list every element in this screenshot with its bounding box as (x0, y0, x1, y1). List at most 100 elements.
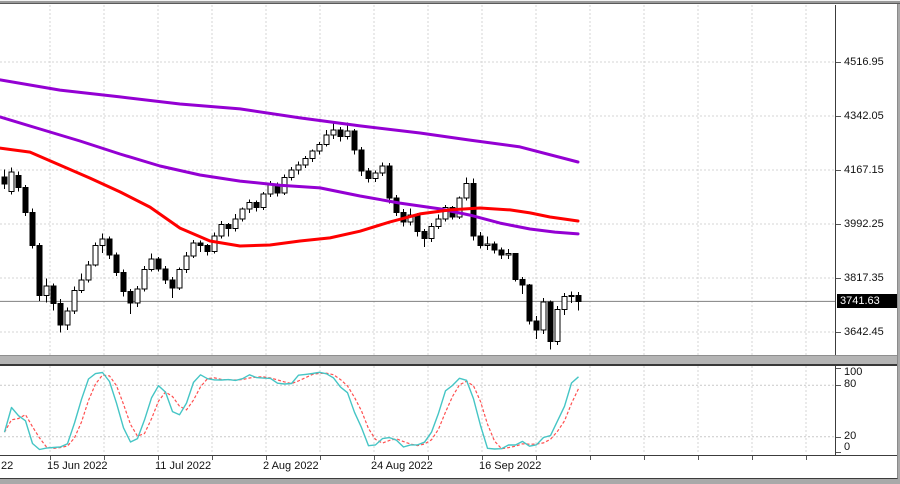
time-axis-tick (482, 456, 483, 460)
oscillator-axis-tick (836, 385, 841, 386)
bull-candle (435, 218, 442, 228)
bear-candle (498, 249, 505, 256)
bull-candle (64, 310, 71, 326)
bear-candle (15, 174, 22, 189)
main-grid (0, 5, 835, 355)
time-axis-tick (266, 456, 267, 460)
time-axis-tick (320, 456, 321, 460)
price-axis-label: 3642.45 (844, 326, 884, 338)
time-axis-label: 11 Jul 2022 (155, 460, 212, 472)
bear-candle (22, 187, 29, 213)
time-axis-tick (428, 456, 429, 460)
ma-fast-red (0, 146, 580, 248)
time-axis-tick (644, 456, 645, 460)
bear-candle (197, 242, 204, 247)
bear-candle (113, 254, 120, 274)
bear-candle (414, 214, 421, 232)
bull-candle (190, 242, 197, 257)
oscillator-axis[interactable]: 100 80 20 0 (836, 366, 897, 455)
stochastic-signal-line (3, 372, 580, 450)
bull-candle (302, 157, 309, 166)
oscillator-axis-label: 0 (844, 441, 851, 453)
time-axis-tick (752, 456, 753, 460)
bull-candle (99, 238, 106, 247)
stochastic-main-line (3, 371, 579, 451)
stochastic-panel-canvas[interactable] (0, 366, 835, 455)
time-axis-tick (806, 456, 807, 460)
bear-candle (477, 235, 484, 247)
bear-candle (169, 279, 176, 289)
price-axis-label: 4167.15 (844, 164, 884, 176)
bear-candle (393, 197, 400, 213)
price-axis-tick (836, 332, 841, 333)
bear-candle (162, 268, 169, 281)
bull-candle (456, 197, 463, 218)
bear-candle (421, 230, 428, 239)
oscillator-axis-tick (836, 437, 841, 438)
bear-candle (204, 245, 211, 253)
main-chart-canvas[interactable] (0, 5, 835, 355)
bull-candle (428, 226, 435, 239)
bull-candle (540, 301, 547, 331)
price-axis-tick (836, 278, 841, 279)
bull-candle (484, 243, 491, 247)
bear-candle (519, 278, 526, 286)
time-axis-tick (158, 456, 159, 460)
ma-slow-upper-purple (0, 78, 580, 164)
bull-candle (232, 218, 239, 229)
bull-candle (92, 245, 99, 266)
price-axis-tick (836, 62, 841, 63)
oscillator-axis-tick (836, 452, 841, 453)
bull-candle (78, 279, 85, 292)
price-axis-tick (836, 116, 841, 117)
oscillator-axis-label: 100 (844, 366, 863, 378)
bull-candle (379, 165, 386, 174)
time-axis[interactable]: 22 15 Jun 2022 11 Jul 2022 2 Aug 2022 24 Aug… (0, 455, 897, 478)
bull-candle (141, 268, 148, 290)
bull-candle (295, 164, 302, 171)
bull-candle (183, 255, 190, 271)
bear-candle (127, 291, 134, 304)
price-axis-tick (836, 224, 841, 225)
bull-candle (134, 288, 141, 304)
bull-candle (288, 169, 295, 179)
bull-candle (246, 201, 253, 210)
bear-candle (547, 301, 554, 342)
time-axis-tick (212, 456, 213, 460)
bull-candle (260, 193, 267, 208)
bear-candle (512, 252, 519, 280)
bull-candle (568, 295, 575, 298)
bear-candle (155, 258, 162, 270)
bear-candle (225, 224, 232, 229)
time-axis-label: 16 Sep 2022 (479, 460, 542, 472)
bull-candle (554, 309, 561, 342)
bear-candle (386, 165, 393, 199)
bear-candle (1, 176, 8, 185)
oscillator-axis-tick (836, 368, 841, 369)
time-axis-tick (104, 456, 105, 460)
time-axis-tick (374, 456, 375, 460)
bull-candle (316, 143, 323, 152)
bull-candle (309, 150, 316, 159)
bull-candle (43, 285, 50, 297)
bear-candle (120, 272, 127, 293)
time-axis-tick (50, 456, 51, 460)
bull-candle (85, 264, 92, 281)
panel-splitter[interactable] (0, 355, 897, 366)
bull-candle (148, 258, 155, 270)
ma-mid-purple (0, 115, 580, 236)
bull-candle (267, 184, 274, 195)
bull-candle (8, 171, 15, 192)
time-axis-label: 2 Aug 2022 (263, 460, 319, 472)
price-axis-label: 3992.25 (844, 218, 884, 230)
current-price-badge: 3741.63 (837, 294, 897, 308)
price-axis-label: 4516.95 (844, 56, 884, 68)
time-axis-label: 24 Aug 2022 (371, 460, 433, 472)
bear-candle (106, 238, 113, 256)
bull-candle (344, 130, 351, 138)
time-axis-tick (590, 456, 591, 460)
bull-candle (442, 206, 449, 220)
bull-candle (176, 269, 183, 289)
bear-candle (526, 284, 533, 322)
bear-candle (253, 201, 260, 208)
